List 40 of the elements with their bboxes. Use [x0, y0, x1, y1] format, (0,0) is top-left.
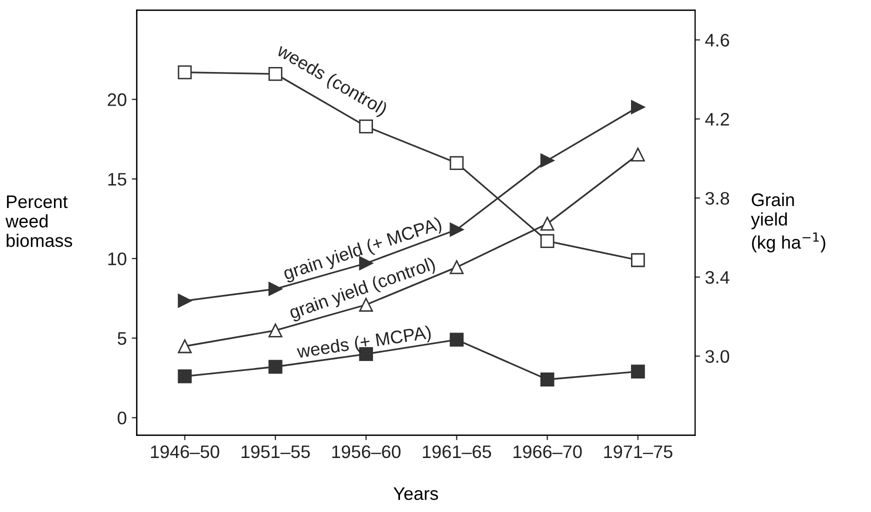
y-tick-label: 15 [108, 173, 126, 186]
point [540, 216, 554, 231]
y2-tick-label: 3.8 [705, 192, 730, 205]
point [268, 324, 282, 338]
point [631, 364, 645, 378]
x-tick-label: 1951–55 [242, 445, 310, 458]
y-tick-label: 20 [108, 93, 126, 106]
point [631, 253, 645, 268]
point [268, 282, 282, 296]
point [631, 100, 645, 114]
x-axis-title: Years [394, 487, 438, 500]
point [450, 260, 464, 274]
y-tick-label: 0 [118, 412, 126, 424]
x-tick-label: 1971–75 [604, 445, 672, 458]
y-tick-label: 10 [108, 252, 126, 266]
y-axis-title: Percent weed biomass [6, 196, 72, 248]
x-tick-label: 1961–65 [422, 445, 492, 458]
point [178, 369, 192, 384]
point [178, 65, 192, 80]
x-tick-label: 1956–60 [332, 445, 400, 458]
point [540, 372, 554, 386]
point [450, 222, 464, 237]
point [178, 294, 192, 308]
y2-tick-label: 3.4 [705, 271, 730, 284]
point [631, 148, 645, 162]
point [359, 119, 373, 134]
y2-axis-title: Grain yield (kg ha$^{−1}$) [750, 192, 826, 252]
text: weeds (+ MCPA) [296, 325, 432, 362]
y2-tick-label: 4.2 [705, 112, 729, 126]
y-tick-label: 5 [118, 332, 126, 345]
x-tick-label: 1966–70 [514, 445, 582, 458]
point [268, 360, 282, 374]
point [540, 154, 554, 168]
y2-tick-label: 4.6 [705, 34, 730, 47]
x-tick-label: 1946–50 [151, 445, 220, 458]
point [540, 234, 554, 248]
point [178, 339, 192, 354]
point [450, 156, 464, 170]
point [450, 332, 464, 347]
y2-tick-label: 3.0 [705, 350, 730, 363]
